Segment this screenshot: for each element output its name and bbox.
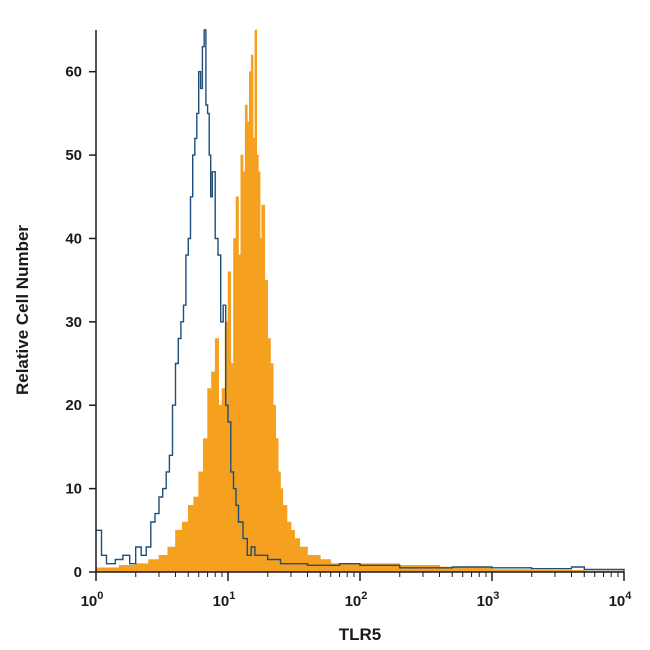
- x-axis-ticks: 100 101 102 103 104: [81, 572, 633, 610]
- x-tick-label: 101: [213, 590, 236, 610]
- y-tick-label: 40: [65, 230, 82, 247]
- x-tick-label: 103: [477, 590, 500, 610]
- y-tick-label: 60: [65, 64, 82, 81]
- histogram-series-0-filled: [95, 29, 625, 573]
- histogram-series-1-outline: [96, 29, 625, 572]
- y-tick-label: 0: [74, 564, 82, 581]
- plot-area: [95, 29, 625, 573]
- x-tick-label: 100: [81, 590, 104, 610]
- y-tick-label: 50: [65, 147, 82, 164]
- y-axis-ticks: 0 10 20 30 40 50 60: [65, 64, 96, 581]
- x-axis-title: TLR5: [339, 625, 382, 644]
- x-tick-label: 104: [609, 590, 633, 610]
- y-axis-title: Relative Cell Number: [13, 225, 32, 395]
- y-tick-label: 20: [65, 397, 82, 414]
- y-tick-label: 10: [65, 481, 82, 498]
- y-tick-label: 30: [65, 314, 82, 331]
- x-tick-label: 102: [345, 590, 368, 610]
